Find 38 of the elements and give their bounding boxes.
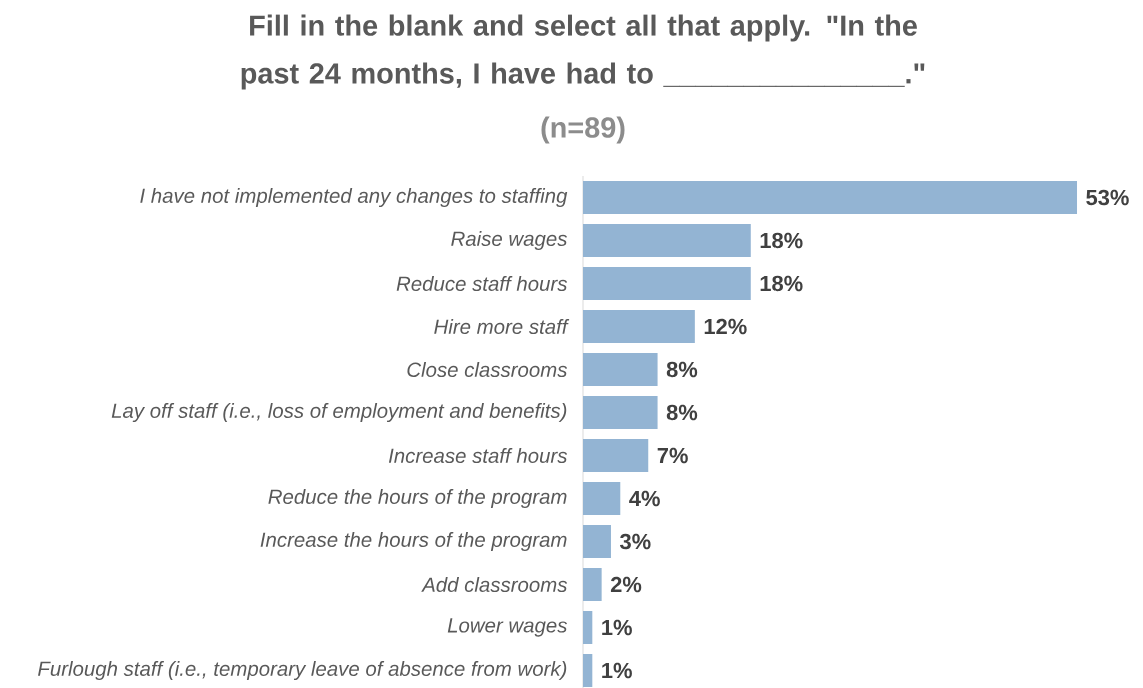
- y-tick-label: Reduce the hours of the program: [268, 489, 567, 509]
- y-tick-label: I have not implemented any changes to staffing: [140, 187, 568, 208]
- chart-subtitle: (n=89): [541, 116, 625, 144]
- data-label: 53%: [1086, 189, 1129, 206]
- bar: [583, 396, 658, 430]
- bar: [583, 482, 621, 516]
- bar: [583, 310, 695, 344]
- bar: [583, 568, 602, 602]
- data-label: 18%: [760, 232, 803, 249]
- bar: [583, 525, 611, 559]
- data-label: 1%: [602, 662, 632, 679]
- y-tick-label: Increase the hours of the program: [260, 532, 567, 552]
- bar: [583, 611, 593, 645]
- y-tick-label: Hire more staff: [434, 319, 570, 335]
- y-tick-label: Close classrooms: [407, 362, 568, 378]
- bar: [583, 439, 649, 473]
- bar: [583, 267, 751, 301]
- bar: [583, 224, 751, 258]
- data-label: 12%: [704, 318, 747, 335]
- bar: [583, 353, 658, 387]
- data-label: 4%: [629, 490, 660, 507]
- data-label: 2%: [610, 576, 642, 593]
- data-label: 3%: [619, 533, 651, 550]
- data-label: 8%: [666, 404, 698, 421]
- data-label: 18%: [760, 275, 803, 292]
- y-tick-label: Reduce staff hours: [396, 276, 568, 292]
- y-tick-label: Furlough staff (i.e., temporary leave of absence from work): [38, 661, 567, 681]
- y-tick-label: Increase staff hours: [388, 448, 568, 464]
- y-tick-label: Lay off staff (i.e., loss of employment and benefits): [111, 403, 567, 423]
- bar: [583, 181, 1078, 215]
- y-tick-label: Raise wages: [451, 230, 568, 251]
- data-label: 1%: [602, 619, 632, 636]
- data-label: 8%: [666, 361, 698, 378]
- y-tick-label: Add classrooms: [421, 577, 568, 593]
- y-tick-label: Lower wages: [447, 618, 568, 637]
- bar: [583, 654, 593, 688]
- data-label: 7%: [657, 447, 688, 464]
- chart-title: Fill in the blank and select all that apply. "In the past 24 months, I have had to _______________.": [241, 14, 925, 90]
